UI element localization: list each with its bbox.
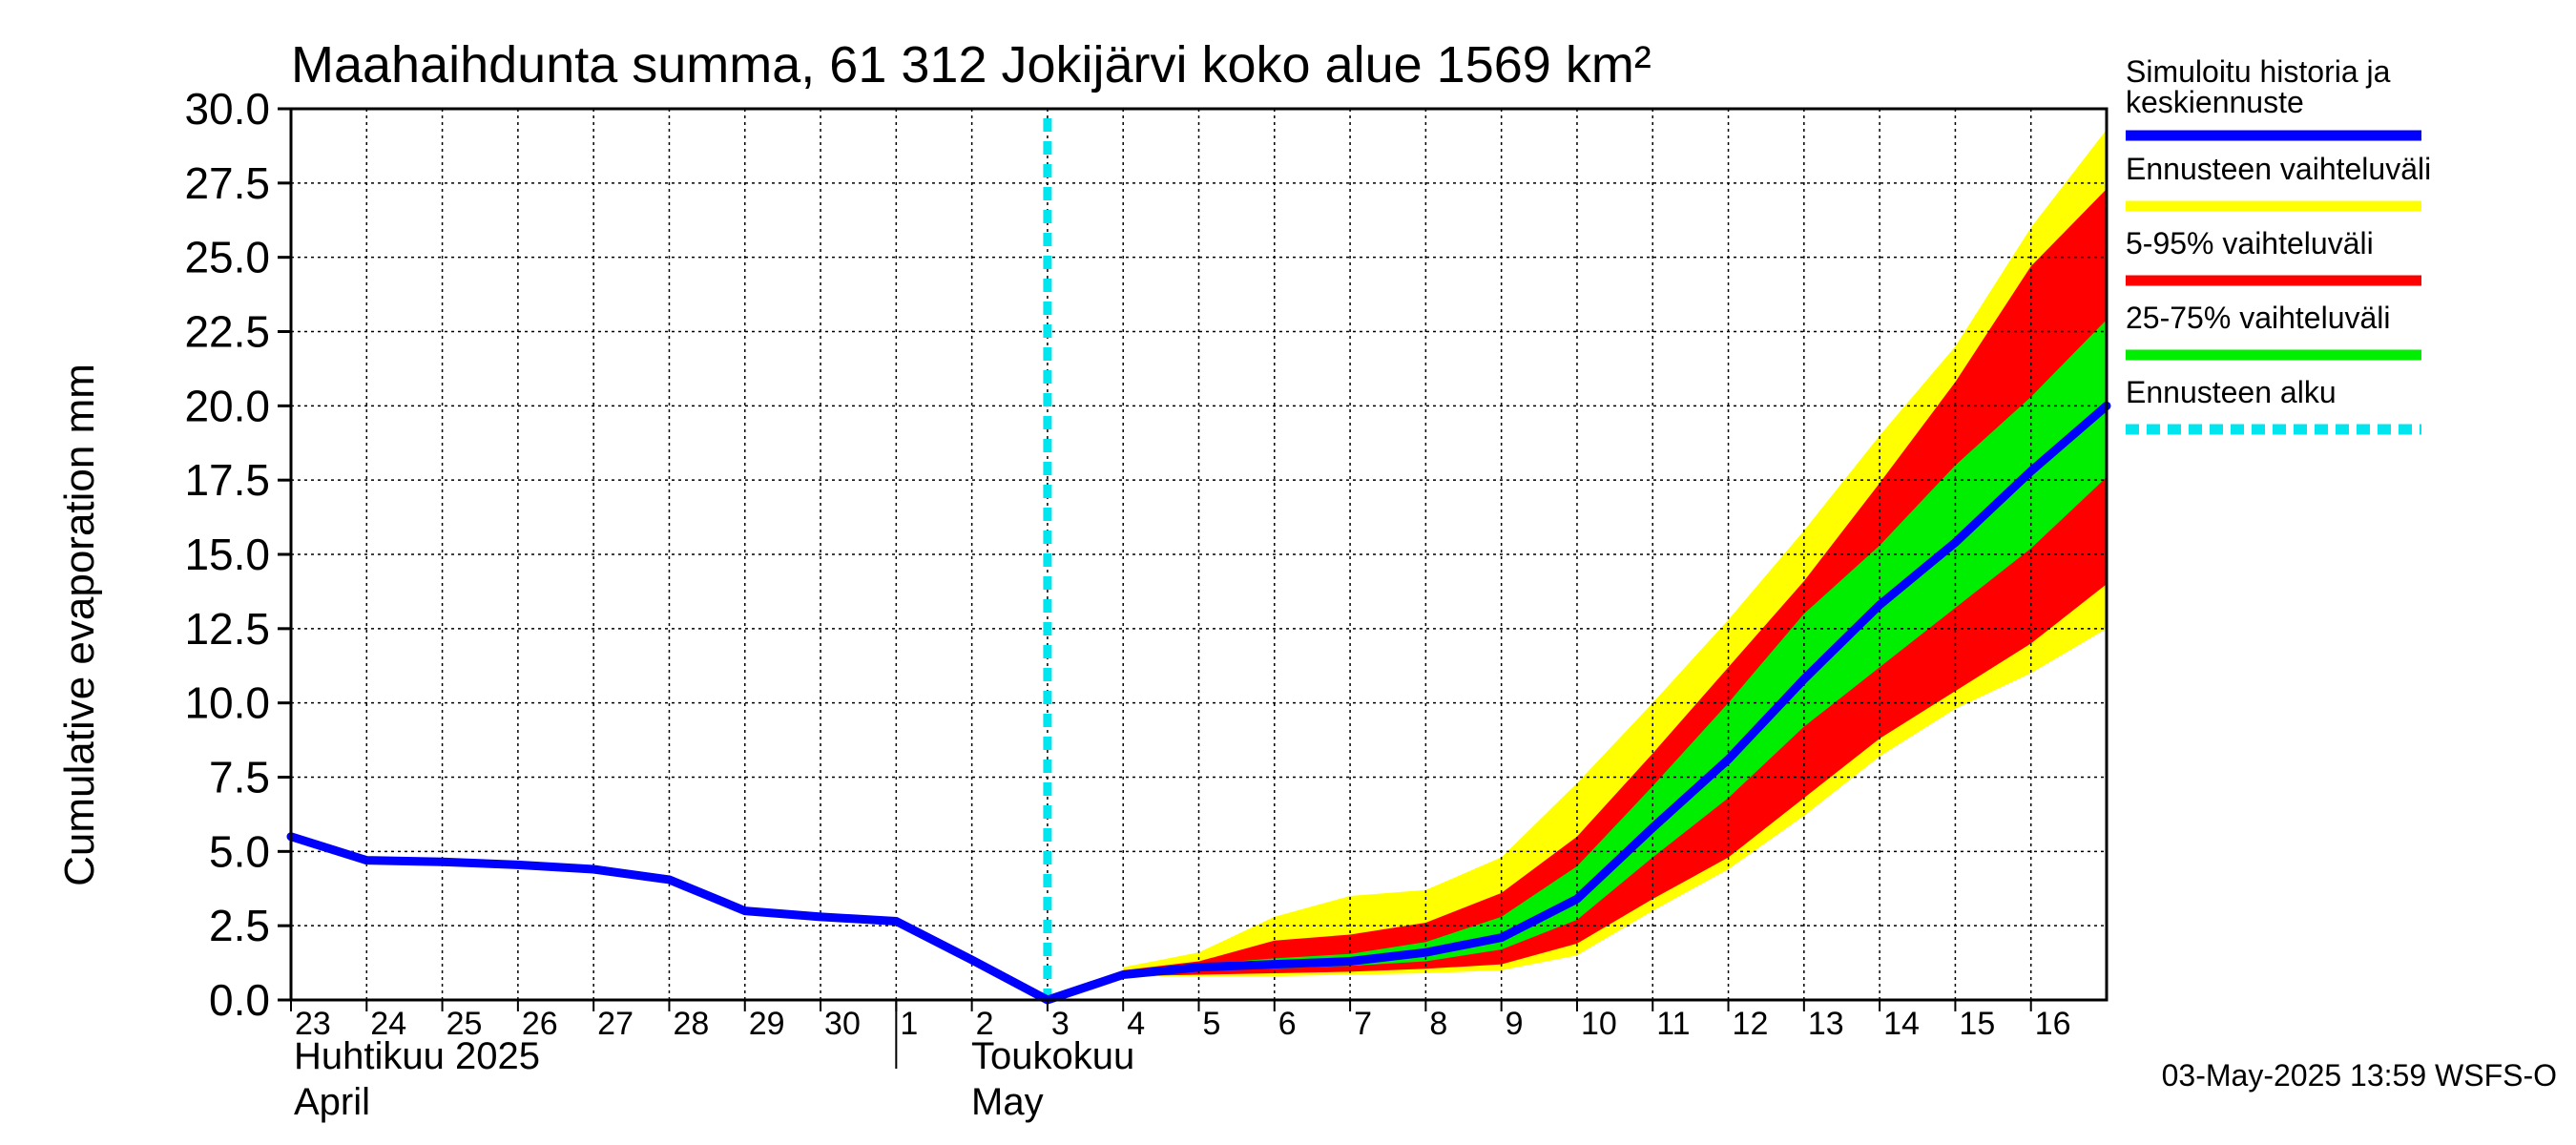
x-tick-label-5: 28 <box>673 1006 709 1042</box>
x-tick-label-16: 9 <box>1506 1006 1524 1042</box>
x-tick-label-11: 4 <box>1127 1006 1145 1042</box>
y-tick-label-9: 22.5 <box>184 307 270 357</box>
x-tick-label-9: 2 <box>976 1006 994 1042</box>
y-axis-label: Cumulative evaporation mm <box>56 364 103 886</box>
month-label-april-fi: Huhtikuu 2025 <box>294 1035 540 1077</box>
legend-label-line2-0: keskiennuste <box>2126 85 2304 119</box>
y-tick-label-12: 30.0 <box>184 84 270 134</box>
x-tick-labels: 23 24 25 26 27 28 29 30 1 2 3 4 5 6 7 8 9 10 11 12 13 14 15 16 <box>295 1006 2071 1042</box>
series <box>286 401 2111 1005</box>
footer-timestamp: 03-May-2025 13:59 WSFS-O <box>2162 1058 2557 1093</box>
y-tick-label-1: 2.5 <box>209 901 270 950</box>
y-tick-label-6: 15.0 <box>184 530 270 579</box>
x-tick-label-6: 29 <box>749 1006 785 1042</box>
y-tick-label-11: 27.5 <box>184 158 270 208</box>
band-0 <box>1123 129 2107 977</box>
x-tick-label-10: 3 <box>1051 1006 1070 1042</box>
legend-label-2: 5-95% vaihteluväli <box>2126 226 2374 260</box>
y-tick-labels: 0.0 2.5 5.0 7.5 10.0 12.5 15.0 17.5 20.0 22.5 25.0… <box>184 84 270 1025</box>
x-tick-label-12: 5 <box>1203 1006 1221 1042</box>
legend-label-3: 25-75% vaihteluväli <box>2126 301 2391 335</box>
y-tick-label-5: 12.5 <box>184 604 270 654</box>
x-tick-label-18: 11 <box>1656 1006 1690 1042</box>
y-tick-label-0: 0.0 <box>209 975 270 1025</box>
y-tick-label-7: 17.5 <box>184 455 270 505</box>
y-tick-label-4: 10.0 <box>184 678 270 728</box>
x-tick-label-3: 26 <box>522 1006 558 1042</box>
x-tick-label-15: 8 <box>1429 1006 1447 1042</box>
x-tick-label-14: 7 <box>1354 1006 1372 1042</box>
x-tick-label-8: 1 <box>900 1006 918 1042</box>
x-tick-label-20: 13 <box>1808 1006 1844 1042</box>
month-label-may-fi: Toukokuu <box>971 1035 1134 1077</box>
y-tick-label-10: 25.0 <box>184 233 270 282</box>
x-tick-label-22: 15 <box>1959 1006 1995 1042</box>
x-tick-label-23: 16 <box>2035 1006 2071 1042</box>
month-label-april-en: April <box>294 1081 370 1123</box>
x-tick-label-4: 27 <box>597 1006 634 1042</box>
x-tick-label-7: 30 <box>824 1006 861 1042</box>
month-label-may-en: May <box>971 1081 1044 1123</box>
x-tick-label-19: 12 <box>1733 1006 1769 1042</box>
x-tick-label-2: 25 <box>447 1006 483 1042</box>
y-tick-label-2: 5.0 <box>209 826 270 876</box>
x-tick-label-21: 14 <box>1883 1006 1920 1042</box>
y-tick-label-8: 20.0 <box>184 381 270 430</box>
x-tick-label-0: 23 <box>295 1006 331 1042</box>
y-tick-label-3: 7.5 <box>209 753 270 802</box>
series-line-0 <box>286 401 2111 1005</box>
x-tick-label-17: 10 <box>1581 1006 1617 1042</box>
axes <box>278 107 2109 1069</box>
forecast-bands <box>1123 129 2107 977</box>
legend-label-0: Simuloitu historia ja <box>2126 54 2391 89</box>
legend-label-1: Ennusteen vaihteluväli <box>2126 152 2431 186</box>
x-tick-label-13: 6 <box>1278 1006 1297 1042</box>
x-tick-label-1: 24 <box>370 1006 406 1042</box>
band-2 <box>1123 320 2107 975</box>
legend-label-4: Ennusteen alku <box>2126 375 2337 409</box>
chart-title: Maahaihdunta summa, 61 312 Jokijärvi kok… <box>291 36 1652 94</box>
